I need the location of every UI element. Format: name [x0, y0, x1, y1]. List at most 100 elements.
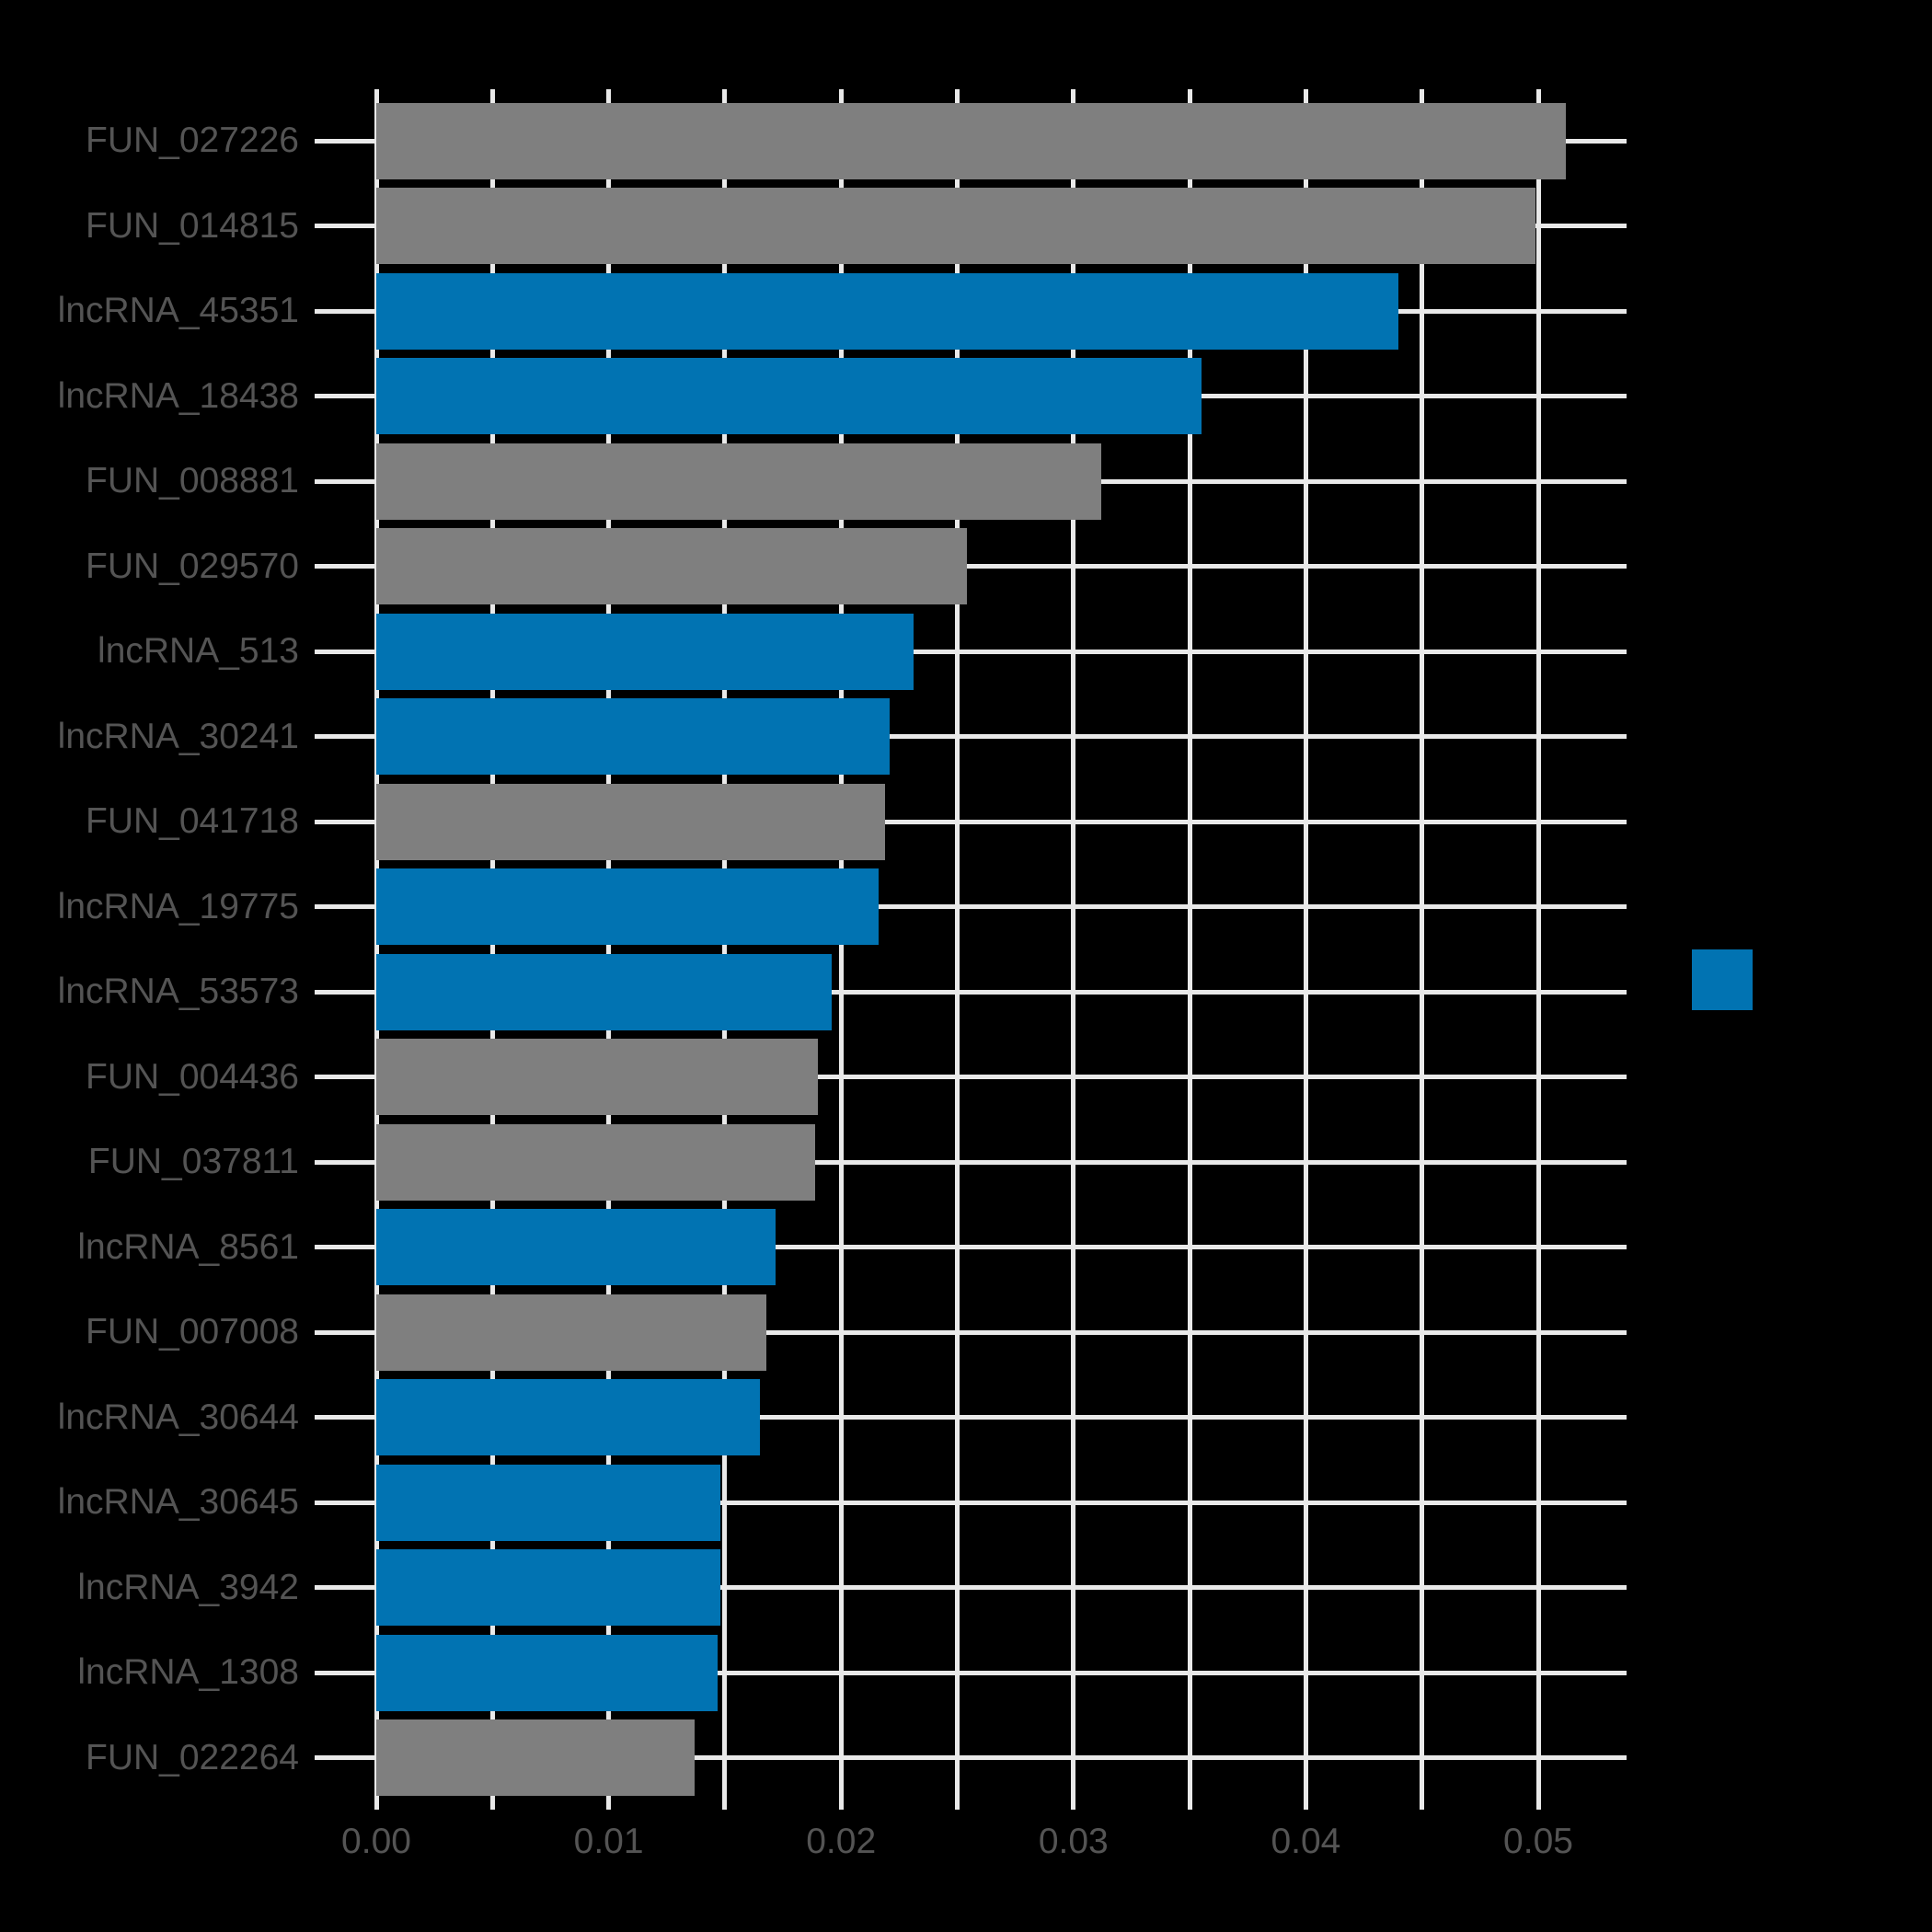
- x-axis-tick: [1420, 1797, 1425, 1810]
- x-axis-tick: [1187, 1797, 1192, 1810]
- y-gridline: [376, 1329, 1627, 1335]
- y-axis-tick: [315, 1500, 376, 1505]
- x-gridline: [1187, 89, 1192, 1797]
- x-gridline: [1303, 89, 1308, 1797]
- bar-FUN_041718: [376, 783, 886, 860]
- y-gridline: [376, 1075, 1627, 1079]
- x-axis-tick: [489, 1797, 495, 1810]
- x-axis-tick: [722, 1797, 728, 1810]
- x-axis-tick: [374, 1797, 379, 1810]
- x-gridline: [1420, 89, 1425, 1797]
- x-axis-tick: [1535, 1797, 1541, 1810]
- y-axis-tick-label: FUN_008881: [86, 461, 299, 500]
- y-axis-tick: [315, 138, 376, 144]
- y-axis-tick-label: FUN_041718: [86, 801, 299, 841]
- y-axis-tick-label: lncRNA_30645: [57, 1482, 299, 1522]
- x-axis-tick: [1303, 1797, 1308, 1810]
- y-axis-tick-label: FUN_007008: [86, 1312, 299, 1351]
- bar-lncRNA_513: [376, 613, 914, 690]
- y-gridline: [376, 819, 1627, 824]
- y-gridline: [376, 1755, 1627, 1760]
- bar-lncRNA_8561: [376, 1209, 776, 1285]
- x-axis-tick-label: 0.02: [806, 1822, 877, 1861]
- bar-FUN_029570: [376, 528, 967, 604]
- y-gridline: [376, 1415, 1627, 1420]
- y-axis-tick-label: lncRNA_1308: [77, 1652, 299, 1692]
- y-axis-tick-label: FUN_004436: [86, 1056, 299, 1097]
- legend-swatch: [1692, 949, 1753, 1010]
- bar-FUN_008881: [376, 443, 1102, 520]
- y-gridline: [376, 1500, 1627, 1505]
- bar-lncRNA_1308: [376, 1634, 719, 1711]
- bar-lncRNA_30644: [376, 1379, 760, 1455]
- y-axis-tick-label: lncRNA_30644: [57, 1397, 299, 1437]
- y-axis-tick: [315, 1329, 376, 1335]
- bar-lncRNA_30645: [376, 1464, 720, 1541]
- y-axis-tick: [315, 1755, 376, 1760]
- x-axis-tick: [838, 1797, 844, 1810]
- y-axis-tick-label: lncRNA_513: [98, 631, 299, 671]
- y-gridline: [376, 1670, 1627, 1675]
- x-axis-tick: [1071, 1797, 1076, 1810]
- bar-FUN_037811: [376, 1123, 816, 1201]
- bar-FUN_027226: [376, 102, 1567, 179]
- y-axis-tick: [315, 819, 376, 824]
- x-gridline: [1071, 89, 1076, 1797]
- y-axis-tick: [315, 478, 376, 484]
- x-axis-tick-label: 0.00: [341, 1822, 411, 1861]
- y-axis-tick: [315, 308, 376, 314]
- y-gridline: [376, 734, 1627, 739]
- y-axis-tick: [315, 224, 376, 228]
- x-axis-tick-label: 0.04: [1271, 1822, 1341, 1861]
- x-axis-tick-label: 0.01: [573, 1822, 644, 1861]
- y-axis-tick: [315, 394, 376, 398]
- y-axis-tick-label: FUN_029570: [86, 546, 299, 586]
- y-axis-tick: [315, 564, 376, 569]
- y-axis-tick: [315, 904, 376, 909]
- y-axis-tick-label: lncRNA_3942: [77, 1567, 299, 1607]
- y-axis-tick: [315, 1585, 376, 1590]
- y-axis-tick-label: lncRNA_45351: [57, 291, 299, 330]
- y-gridline: [376, 1585, 1627, 1590]
- y-axis-tick-label: lncRNA_8561: [77, 1226, 299, 1267]
- y-axis-tick-label: lncRNA_19775: [57, 886, 299, 926]
- x-gridline: [1535, 89, 1541, 1797]
- y-gridline: [376, 1159, 1627, 1165]
- y-axis-tick-label: FUN_037811: [87, 1142, 299, 1181]
- bar-lncRNA_30241: [376, 698, 891, 775]
- y-axis-tick: [315, 1159, 376, 1165]
- y-axis-tick: [315, 649, 376, 654]
- y-gridline: [376, 564, 1627, 569]
- bar-FUN_004436: [376, 1039, 818, 1115]
- x-axis-tick: [606, 1797, 612, 1810]
- x-gridline: [955, 89, 960, 1797]
- bar-lncRNA_45351: [376, 272, 1399, 350]
- y-axis-tick: [315, 1415, 376, 1420]
- x-axis-tick-label: 0.05: [1503, 1822, 1573, 1861]
- bar-lncRNA_53573: [376, 953, 833, 1030]
- bar-FUN_007008: [376, 1294, 767, 1371]
- y-gridline: [376, 904, 1627, 909]
- y-gridline: [376, 649, 1627, 654]
- bar-lncRNA_19775: [376, 868, 879, 945]
- y-axis-tick: [315, 1075, 376, 1079]
- y-axis-tick: [315, 1670, 376, 1675]
- y-axis-tick-label: lncRNA_18438: [57, 375, 299, 416]
- x-axis-tick-label: 0.03: [1038, 1822, 1109, 1861]
- bar-FUN_014815: [376, 188, 1536, 264]
- plot-area: [374, 89, 1627, 1797]
- y-gridline: [376, 1245, 1627, 1249]
- y-gridline: [376, 989, 1627, 995]
- y-axis-tick-label: FUN_014815: [86, 205, 299, 246]
- bar-FUN_022264: [376, 1719, 696, 1796]
- y-axis-tick-label: lncRNA_30241: [57, 716, 299, 756]
- x-axis-tick: [955, 1797, 960, 1810]
- y-axis-tick-label: FUN_027226: [86, 121, 299, 160]
- y-axis-tick-label: FUN_022264: [86, 1737, 299, 1777]
- y-axis-tick: [315, 1245, 376, 1249]
- y-axis-tick: [315, 734, 376, 739]
- bar-lncRNA_3942: [376, 1549, 720, 1626]
- y-axis-tick: [315, 989, 376, 995]
- bar-lncRNA_18438: [376, 358, 1202, 434]
